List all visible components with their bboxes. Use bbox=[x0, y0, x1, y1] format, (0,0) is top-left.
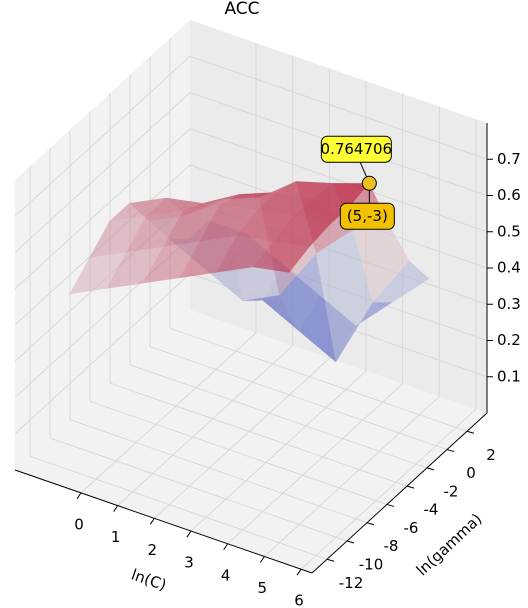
surface-face bbox=[179, 236, 236, 278]
z-tick-label: 0.2 bbox=[497, 331, 521, 349]
surface-face bbox=[199, 205, 256, 242]
surface-face bbox=[109, 197, 166, 222]
annotation-box bbox=[320, 135, 392, 163]
surface-face bbox=[216, 236, 273, 273]
z-tick-label: 0.1 bbox=[497, 367, 521, 385]
surface-face bbox=[89, 216, 146, 258]
grid-line bbox=[69, 419, 368, 524]
surface-face bbox=[279, 253, 336, 363]
y-tick bbox=[346, 540, 355, 544]
y-tick bbox=[366, 522, 375, 526]
grid-line bbox=[189, 128, 488, 233]
y-tick bbox=[386, 503, 395, 507]
x-tick bbox=[149, 518, 155, 525]
x-tick bbox=[186, 530, 192, 538]
z-tick-label: 0.4 bbox=[497, 259, 521, 277]
grid-line bbox=[49, 437, 348, 542]
y-tick-label: -8 bbox=[384, 537, 399, 555]
surface-face bbox=[126, 210, 183, 253]
surface-face bbox=[69, 252, 126, 295]
grid-line bbox=[29, 455, 328, 560]
grid-line bbox=[169, 327, 468, 432]
grid-line bbox=[153, 357, 330, 519]
surface-face bbox=[312, 183, 370, 207]
y-tick-label: -4 bbox=[424, 501, 439, 519]
x-tick bbox=[259, 556, 265, 563]
annotation-value: 0.764706 bbox=[321, 140, 393, 158]
y-axis-label: ln(gamma) bbox=[413, 510, 486, 579]
surface-face bbox=[162, 205, 220, 247]
y-tick bbox=[426, 467, 435, 471]
grid-line bbox=[190, 370, 367, 532]
grid-line bbox=[149, 346, 448, 451]
x-tick-label: 3 bbox=[184, 554, 194, 572]
surface-face bbox=[142, 241, 200, 284]
surface-face bbox=[316, 230, 373, 363]
chart-title: ACC bbox=[224, 0, 259, 19]
surface-face bbox=[106, 247, 163, 289]
x-axis bbox=[14, 469, 313, 574]
grid-line bbox=[109, 382, 408, 487]
x-tick bbox=[113, 505, 119, 512]
surface-face bbox=[146, 197, 203, 216]
surface-face bbox=[236, 210, 293, 242]
annotation-marker bbox=[361, 175, 377, 191]
x-tick-label: 1 bbox=[111, 528, 121, 546]
surface-face bbox=[272, 216, 330, 248]
x-tick bbox=[296, 568, 302, 576]
y-tick-label: 2 bbox=[486, 446, 496, 464]
z-tick-label: 0.7 bbox=[497, 150, 521, 168]
surface-face bbox=[252, 241, 310, 273]
y-tick bbox=[406, 485, 415, 489]
y-tick-label: -6 bbox=[404, 519, 419, 537]
surface-face bbox=[352, 224, 410, 303]
grid-line bbox=[14, 55, 191, 217]
grid-line bbox=[80, 332, 257, 494]
surface-face bbox=[372, 260, 430, 303]
grid-line bbox=[14, 92, 191, 253]
surface-face bbox=[219, 192, 276, 211]
y-tick bbox=[326, 558, 335, 562]
y-tick-label: -12 bbox=[339, 574, 364, 592]
y-tick bbox=[446, 449, 455, 453]
y-tick-label: 0 bbox=[466, 464, 476, 482]
annotation-label: (5,-3) bbox=[347, 207, 388, 225]
x-tick bbox=[223, 543, 229, 551]
x-tick bbox=[76, 492, 82, 500]
y-tick-label: -10 bbox=[359, 556, 384, 574]
z-tick-label: 0.3 bbox=[497, 295, 521, 313]
x-tick-label: 0 bbox=[74, 515, 84, 533]
x-tick-label: 5 bbox=[258, 579, 268, 597]
x-tick-label: 2 bbox=[148, 541, 158, 559]
grid-line bbox=[263, 396, 440, 557]
y-tick-label: -2 bbox=[444, 482, 459, 500]
grid-line bbox=[14, 273, 191, 435]
x-tick-label: 4 bbox=[221, 566, 231, 584]
grid-line bbox=[14, 128, 191, 290]
grid-line bbox=[89, 400, 388, 505]
grid-line bbox=[117, 345, 294, 506]
grid-line bbox=[300, 408, 477, 570]
surface-face bbox=[242, 295, 300, 332]
x-axis-label: ln(C) bbox=[129, 566, 169, 595]
surface-face bbox=[182, 194, 240, 211]
annotation-box bbox=[339, 202, 395, 230]
surface-face bbox=[292, 197, 350, 226]
y-axis bbox=[311, 412, 488, 574]
grid-line bbox=[189, 55, 488, 160]
x-tick-label: 6 bbox=[294, 592, 304, 608]
surface-face bbox=[256, 192, 313, 217]
y-tick bbox=[466, 430, 475, 434]
surface-face bbox=[276, 181, 333, 198]
grid-line bbox=[129, 364, 428, 469]
grid-line bbox=[227, 383, 404, 545]
z-tick-label: 0.5 bbox=[497, 222, 521, 240]
z-tick-label: 0.6 bbox=[497, 186, 521, 204]
